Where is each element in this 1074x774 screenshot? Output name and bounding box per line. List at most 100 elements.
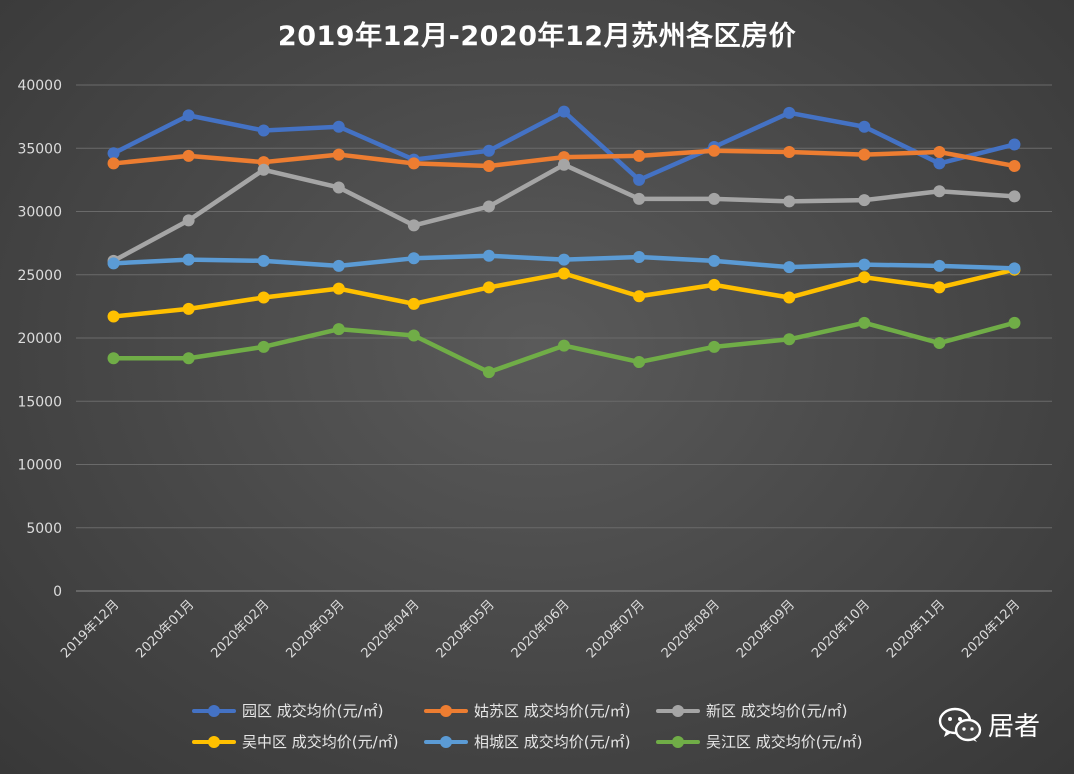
y-tick-label-5: 25000 xyxy=(17,268,62,284)
series-2-point-6 xyxy=(558,158,570,171)
legend-swatch-1 xyxy=(422,704,470,718)
watermark: 居者 xyxy=(938,706,1040,743)
series-2-point-8 xyxy=(708,192,721,205)
series-3-point-2 xyxy=(257,291,270,304)
series-5-point-10 xyxy=(858,316,871,329)
x-tick-label-7: 2020年07月 xyxy=(584,597,648,661)
series-3-point-1 xyxy=(182,302,195,315)
y-tick-label-3: 15000 xyxy=(17,394,62,410)
legend-swatch-4 xyxy=(422,735,470,749)
series-0-point-3 xyxy=(332,120,345,133)
series-4-point-8 xyxy=(708,254,721,267)
series-2-point-3 xyxy=(332,181,345,194)
series-1-point-7 xyxy=(633,149,646,162)
y-tick-label-2: 10000 xyxy=(17,458,62,474)
legend-swatch-3 xyxy=(190,735,238,749)
series-5-point-12 xyxy=(1008,316,1021,329)
legend-label-0: 园区 成交均价(元/㎡) xyxy=(242,702,384,720)
series-5-point-6 xyxy=(558,339,570,352)
series-1-point-3 xyxy=(332,148,345,161)
series-5-point-11 xyxy=(933,337,946,350)
series-2-point-11 xyxy=(933,185,946,198)
series-5-point-4 xyxy=(407,329,420,342)
series-0-point-12 xyxy=(1008,138,1021,151)
series-3-point-0 xyxy=(107,310,120,323)
x-tick-label-9: 2020年09月 xyxy=(734,597,798,661)
series-5-point-3 xyxy=(332,323,345,336)
series-1-point-0 xyxy=(107,157,120,170)
series-4-point-3 xyxy=(332,259,345,272)
series-4-point-10 xyxy=(858,258,871,271)
legend-item-3: 吴中区 成交均价(元/㎡) xyxy=(190,731,422,752)
legend-item-5: 吴江区 成交均价(元/㎡) xyxy=(654,731,886,752)
series-0-point-1 xyxy=(182,109,195,122)
legend-item-4: 相城区 成交均价(元/㎡) xyxy=(422,731,654,752)
series-0-point-11 xyxy=(933,157,946,170)
series-0-point-9 xyxy=(783,106,796,119)
legend-label-3: 吴中区 成交均价(元/㎡) xyxy=(242,733,399,751)
series-4-point-4 xyxy=(407,252,420,265)
legend-swatch-0 xyxy=(190,704,238,718)
series-1-point-11 xyxy=(933,146,946,159)
x-tick-label-4: 2020年04月 xyxy=(359,597,423,661)
legend-item-2: 新区 成交均价(元/㎡) xyxy=(654,700,886,721)
series-5-point-9 xyxy=(783,333,796,346)
series-3-point-9 xyxy=(783,291,796,304)
x-tick-label-0: 2019年12月 xyxy=(58,597,122,661)
series-3-point-7 xyxy=(633,290,646,303)
legend-swatch-2 xyxy=(654,704,702,718)
series-1-point-12 xyxy=(1008,159,1021,172)
series-4-point-5 xyxy=(482,249,495,262)
legend-label-4: 相城区 成交均价(元/㎡) xyxy=(474,733,631,751)
y-tick-label-6: 30000 xyxy=(17,205,62,221)
watermark-text: 居者 xyxy=(988,712,1041,742)
series-2-point-2 xyxy=(257,163,270,176)
series-3-point-6 xyxy=(558,267,570,280)
series-5-point-1 xyxy=(182,352,195,365)
series-2-point-4 xyxy=(407,219,420,232)
series-4-point-1 xyxy=(182,253,195,266)
x-tick-label-12: 2020年12月 xyxy=(959,597,1023,661)
series-0-point-6 xyxy=(558,105,570,118)
y-tick-label-4: 20000 xyxy=(17,331,62,347)
chart-title: 2019年12月-2020年12月苏州各区房价 xyxy=(277,21,797,52)
series-1-point-4 xyxy=(407,157,420,170)
series-2-point-1 xyxy=(182,214,195,227)
series-4-point-12 xyxy=(1008,262,1021,275)
series-4-point-9 xyxy=(783,261,796,274)
legend-item-0: 园区 成交均价(元/㎡) xyxy=(190,700,422,721)
series-4-point-0 xyxy=(107,257,120,270)
series-4-point-2 xyxy=(257,254,270,267)
series-5-point-0 xyxy=(107,352,120,365)
series-1-point-5 xyxy=(482,159,495,172)
series-5-point-8 xyxy=(708,340,721,353)
legend-item-1: 姑苏区 成交均价(元/㎡) xyxy=(422,700,654,721)
x-tick-label-1: 2020年01月 xyxy=(133,597,197,661)
x-tick-label-10: 2020年10月 xyxy=(809,597,873,661)
y-tick-label-8: 40000 xyxy=(17,78,62,94)
legend-swatch-5 xyxy=(654,735,702,749)
series-3-point-5 xyxy=(482,281,495,294)
series-3-point-3 xyxy=(332,282,345,295)
series-5-point-7 xyxy=(633,356,646,369)
series-0-point-0 xyxy=(107,147,120,160)
series-3-point-4 xyxy=(407,297,420,310)
series-2-point-12 xyxy=(1008,190,1021,203)
x-tick-label-5: 2020年05月 xyxy=(434,597,498,661)
legend-label-1: 姑苏区 成交均价(元/㎡) xyxy=(474,702,631,720)
series-4-point-11 xyxy=(933,259,946,272)
wechat-icon xyxy=(938,707,982,742)
y-tick-label-7: 35000 xyxy=(17,141,62,157)
series-2-point-7 xyxy=(633,192,646,205)
series-1-point-8 xyxy=(708,144,721,157)
y-tick-label-1: 5000 xyxy=(26,521,62,537)
series-3-point-8 xyxy=(708,278,721,291)
series-2-point-9 xyxy=(783,195,796,208)
series-3-point-10 xyxy=(858,271,871,284)
x-tick-label-2: 2020年02月 xyxy=(208,597,272,661)
series-2-point-5 xyxy=(482,200,495,213)
series-0-point-7 xyxy=(633,173,646,186)
series-0-point-5 xyxy=(482,144,495,157)
